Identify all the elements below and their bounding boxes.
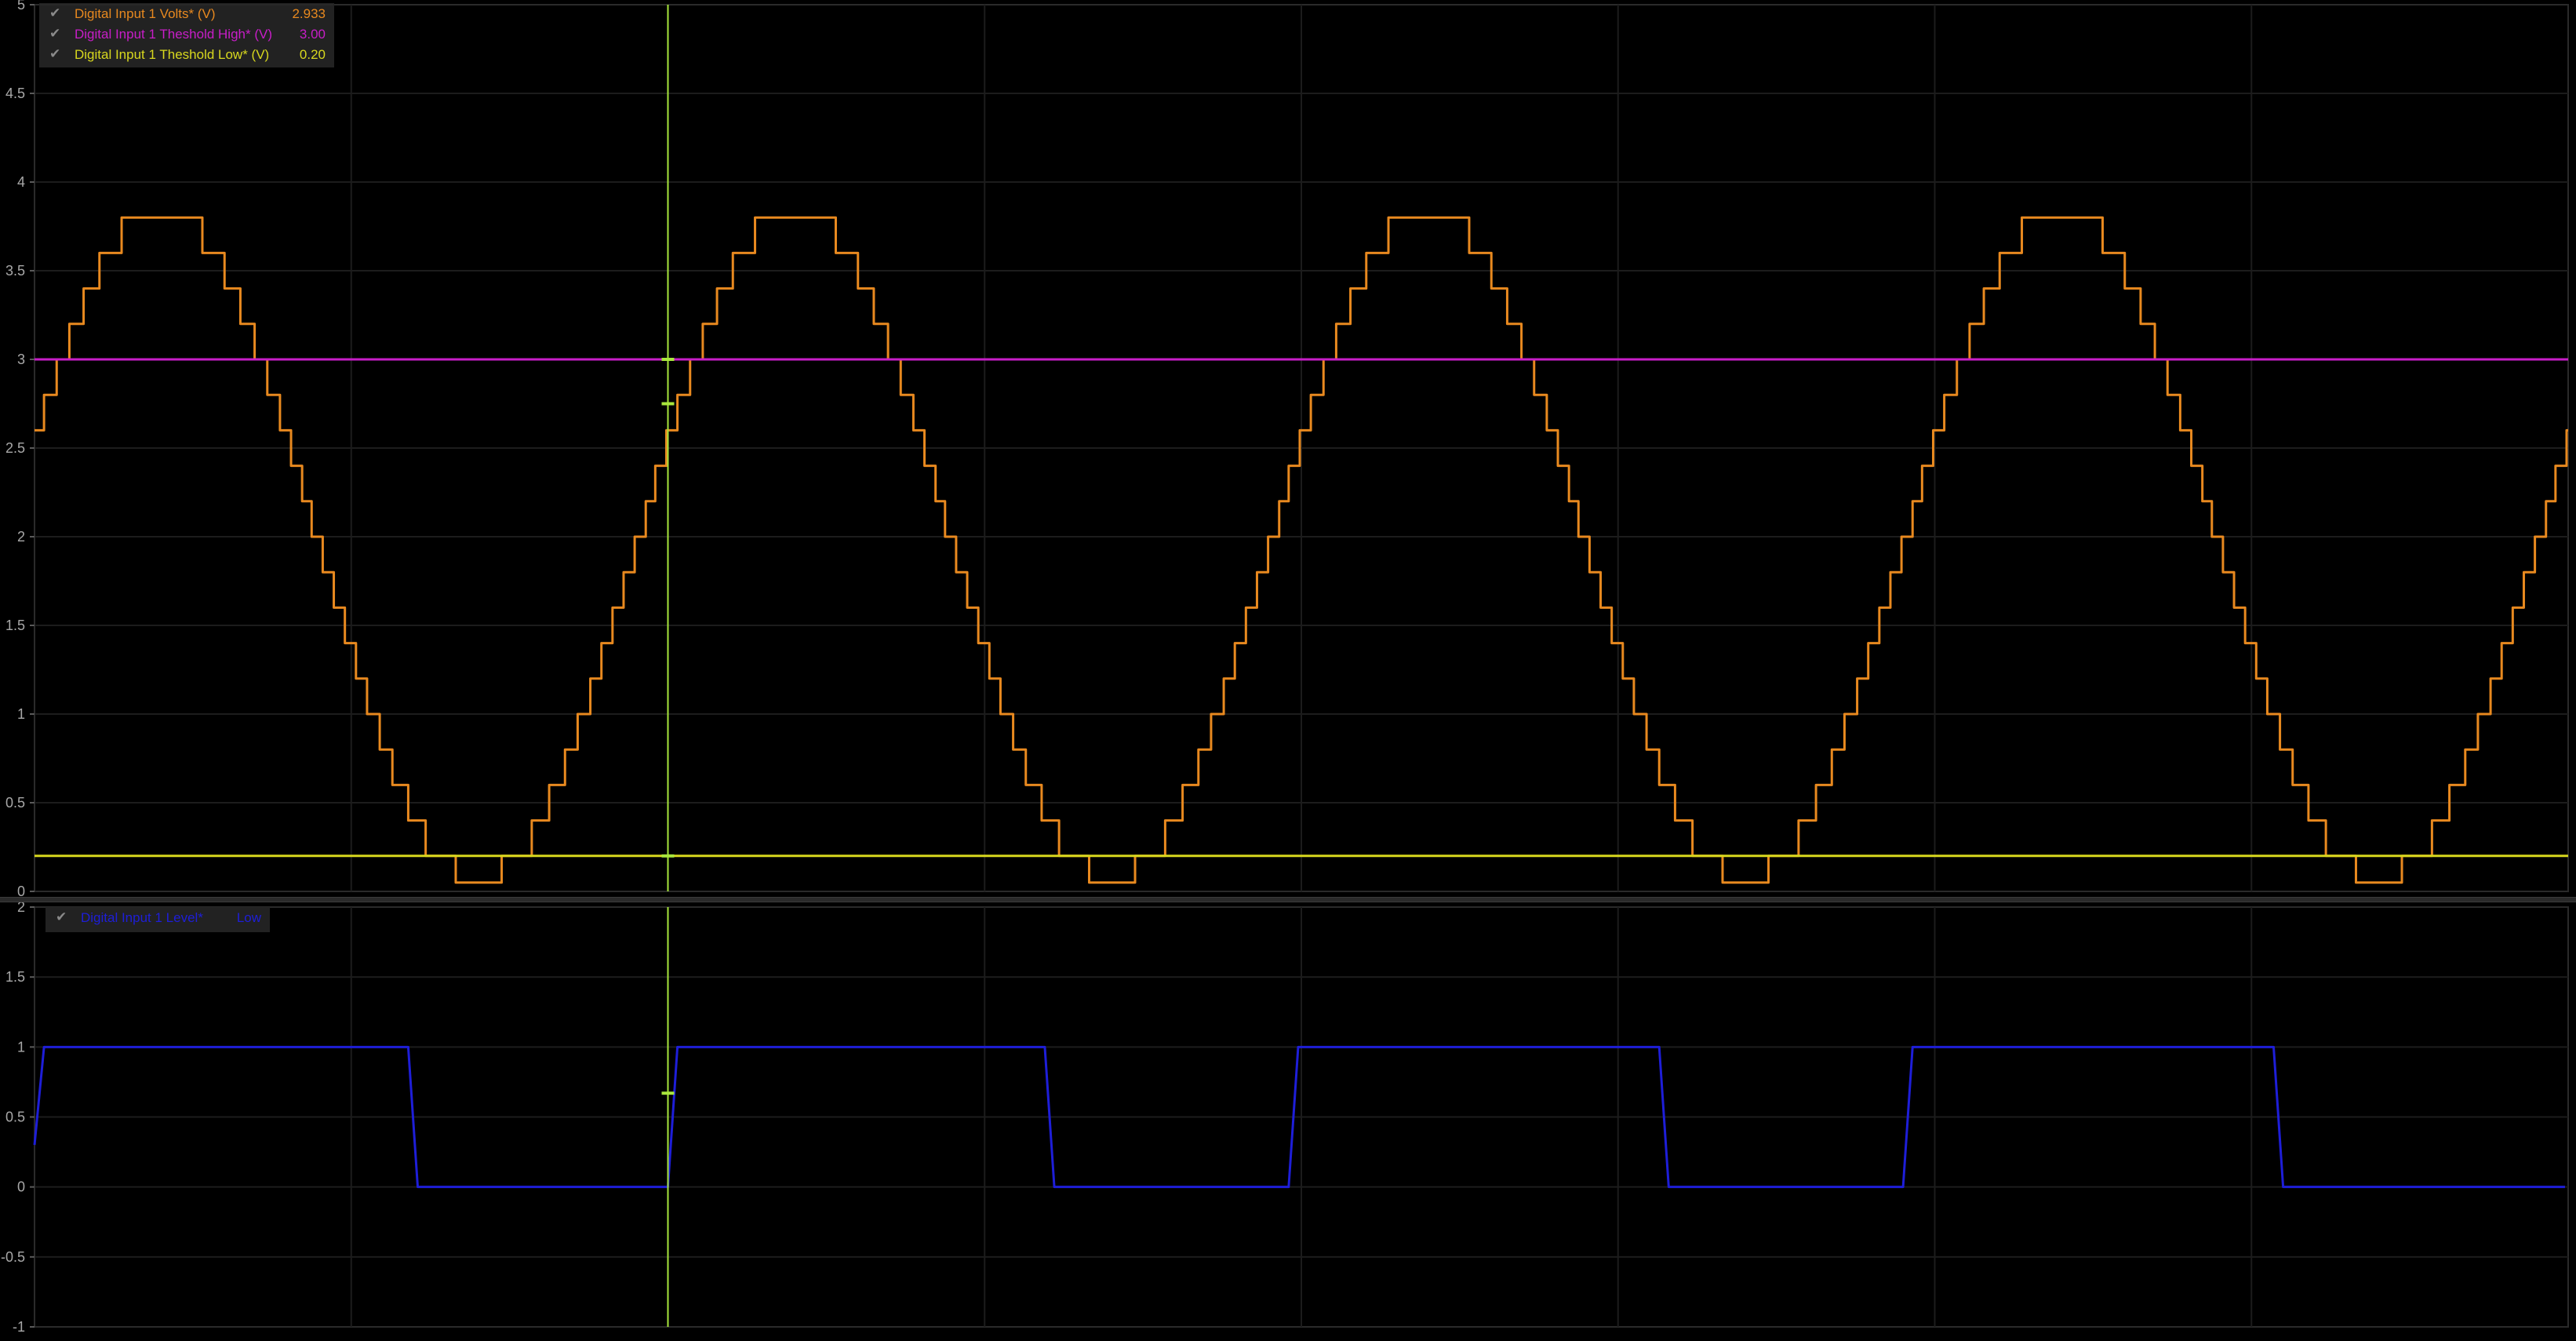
y-tick-label: 1 <box>17 1039 25 1055</box>
plot-splitter[interactable] <box>0 897 2576 902</box>
legend-series-value: 2.933 <box>292 6 326 21</box>
check-icon[interactable]: ✔ <box>49 46 61 61</box>
lower-plot-panel[interactable]: -1 -0.5 0 0.5 1 1.5 2 ✔ Digital Input 1 Level* L… <box>0 899 2576 1337</box>
lower-legend: ✔ Digital Input 1 Level* Low <box>45 907 270 932</box>
y-tick-label: 4.5 <box>5 86 25 101</box>
legend-series-name: Digital Input 1 Level* <box>81 910 203 925</box>
y-tick-label: 4 <box>17 174 25 190</box>
legend-series-name: Digital Input 1 Volts* (V) <box>75 6 216 21</box>
y-tick-label: -0.5 <box>1 1249 25 1265</box>
upper-plot-panel[interactable]: 0 0.5 1 1.5 2 2.5 3 3.5 4 4.5 5 ✔ Digital Input 1 V… <box>0 0 2576 899</box>
check-icon[interactable]: ✔ <box>49 26 61 41</box>
series-line <box>33 1045 2565 1189</box>
legend-series-value: Low <box>236 910 261 925</box>
check-icon[interactable]: ✔ <box>49 5 61 20</box>
legend-entry[interactable]: ✔ Digital Input 1 Volts* (V) 2.933 <box>40 4 333 24</box>
legend-series-name: Digital Input 1 Theshold High* (V) <box>75 27 272 42</box>
y-tick-label: 0.5 <box>5 1110 25 1125</box>
series-line <box>35 216 2568 884</box>
y-tick-label: -1 <box>13 1319 25 1335</box>
y-tick-label: 0.5 <box>5 795 25 811</box>
legend-series-value: 3.00 <box>299 27 326 42</box>
y-tick-label: 1.5 <box>5 618 25 633</box>
legend-series-value: 0.20 <box>299 47 326 62</box>
legend-entry[interactable]: ✔ Digital Input 1 Theshold High* (V) 3.00 <box>40 24 333 45</box>
check-icon[interactable]: ✔ <box>56 909 67 924</box>
legend-entry[interactable]: ✔ Digital Input 1 Level* Low <box>46 908 269 928</box>
legend-series-name: Digital Input 1 Theshold Low* (V) <box>75 47 270 62</box>
y-tick-label: 0 <box>17 1179 25 1195</box>
y-tick-label: 1 <box>17 706 25 722</box>
upper-legend: ✔ Digital Input 1 Volts* (V) 2.933 ✔ Digital… <box>39 3 334 67</box>
y-tick-label: 2.5 <box>5 440 25 456</box>
legend-entry[interactable]: ✔ Digital Input 1 Theshold Low* (V) 0.20 <box>40 45 333 65</box>
y-tick-label: 3 <box>17 352 25 367</box>
y-tick-label: 3.5 <box>5 263 25 279</box>
y-tick-label: 2 <box>17 902 25 915</box>
y-tick-label: 2 <box>17 529 25 545</box>
y-tick-label: 1.5 <box>5 969 25 985</box>
y-tick-label: 0 <box>17 884 25 897</box>
lower-plot[interactable]: -1 -0.5 0 0.5 1 1.5 2 <box>0 899 2576 1337</box>
y-tick-label: 5 <box>17 0 25 13</box>
upper-plot[interactable]: 0 0.5 1 1.5 2 2.5 3 3.5 4 4.5 5 <box>0 0 2576 899</box>
